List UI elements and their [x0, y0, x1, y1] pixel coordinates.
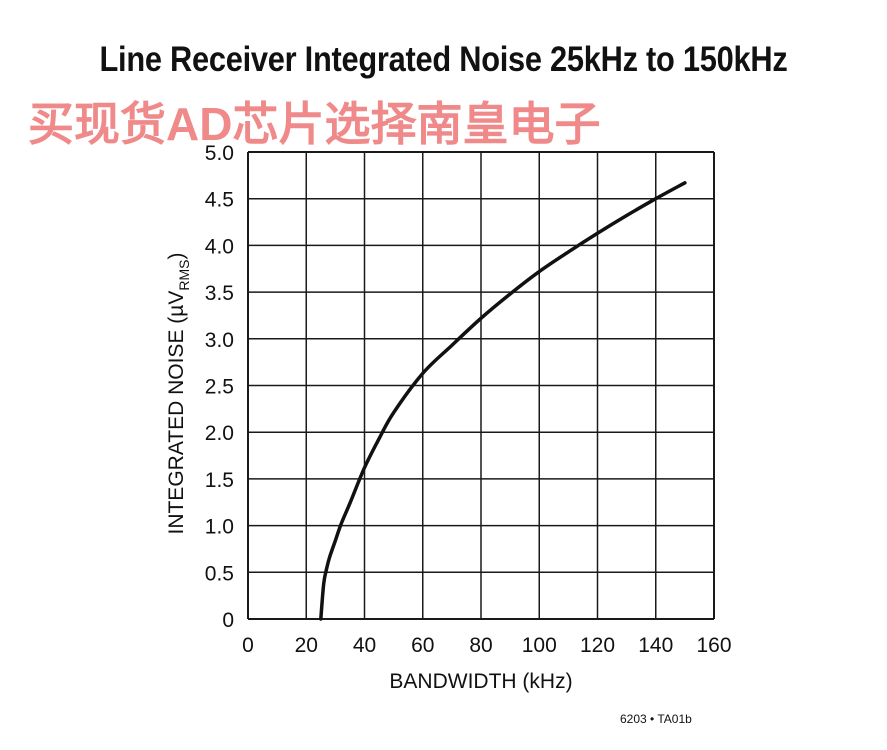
x-tick-label: 140 — [638, 634, 673, 657]
y-tick-label: 3.0 — [205, 329, 234, 352]
y-axis-label-sub: RMS — [176, 259, 192, 290]
y-tick-label: 4.0 — [205, 235, 234, 258]
y-tick-label: 1.0 — [205, 516, 234, 539]
y-tick-label: 5.0 — [205, 142, 234, 165]
figure-id: 6203 • TA01b — [620, 712, 692, 726]
y-tick-label: 1.5 — [205, 469, 234, 492]
y-axis-label-main: INTEGRATED NOISE (µV — [165, 291, 188, 535]
tick-layer: 0 20 40 60 80 100 120 140 160 0 0.5 1.0 1.5 2.0 2.5 3.0… — [205, 142, 732, 657]
y-tick-label: 4.5 — [205, 189, 234, 212]
grid-layer — [247, 151, 715, 620]
x-tick-label: 60 — [411, 634, 434, 657]
x-tick-label: 100 — [522, 634, 557, 657]
y-tick-label: 2.0 — [205, 422, 234, 445]
y-axis-label-close: ) — [165, 252, 188, 259]
y-tick-label: 0 — [222, 609, 234, 632]
x-tick-label: 40 — [353, 634, 376, 657]
y-axis-label: INTEGRATED NOISE (µVRMS) — [165, 252, 192, 534]
watermark-text: 买现货AD芯片选择南皇电子 — [28, 98, 601, 150]
y-tick-label: 0.5 — [205, 562, 234, 585]
x-tick-label: 20 — [295, 634, 318, 657]
x-tick-label: 160 — [696, 634, 731, 657]
x-axis-label: BANDWIDTH (kHz) — [389, 670, 572, 693]
y-tick-label: 3.5 — [205, 282, 234, 305]
noise-curve — [319, 181, 687, 621]
chart-title: Line Receiver Integrated Noise 25kHz to … — [99, 40, 788, 79]
x-tick-label: 0 — [242, 634, 254, 657]
y-tick-label: 2.5 — [205, 376, 234, 399]
x-tick-label: 80 — [469, 634, 492, 657]
x-tick-label: 120 — [580, 634, 615, 657]
